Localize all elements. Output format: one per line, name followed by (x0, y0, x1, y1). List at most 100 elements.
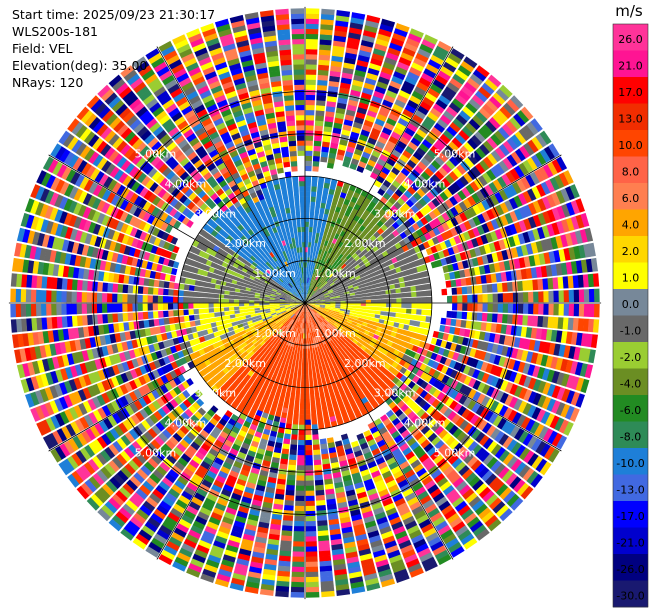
velocity-gate (415, 210, 424, 220)
velocity-gate (532, 228, 541, 241)
velocity-gate (461, 286, 468, 295)
velocity-gate (492, 179, 503, 191)
velocity-gate (259, 307, 265, 310)
velocity-gate (322, 290, 328, 294)
velocity-gate (494, 191, 504, 204)
velocity-gate (363, 319, 369, 324)
velocity-gate (315, 494, 325, 501)
velocity-gate (358, 284, 365, 289)
velocity-gate (305, 231, 309, 238)
velocity-gate (296, 383, 301, 390)
velocity-gate (295, 358, 299, 364)
velocity-gate (316, 505, 327, 512)
velocity-gate (294, 368, 298, 374)
velocity-gate (588, 349, 596, 364)
velocity-gate (565, 331, 573, 345)
velocity-gate (388, 135, 399, 145)
velocity-gate (551, 385, 561, 399)
velocity-gate (370, 303, 377, 307)
velocity-gate (448, 52, 462, 65)
velocity-gate (305, 455, 313, 461)
velocity-gate (445, 209, 455, 219)
velocity-gate (460, 85, 474, 98)
velocity-gate (315, 258, 320, 265)
velocity-gate (308, 262, 312, 268)
velocity-gate (391, 179, 401, 189)
velocity-gate (342, 273, 348, 278)
velocity-gate (316, 500, 326, 506)
velocity-gate (376, 200, 385, 209)
velocity-gate (359, 290, 366, 295)
velocity-gate (289, 398, 295, 405)
velocity-gate (400, 313, 407, 319)
velocity-gate (340, 306, 346, 310)
velocity-gate (224, 311, 230, 316)
velocity-gate (366, 277, 373, 283)
velocity-gate (442, 333, 450, 341)
velocity-gate (446, 125, 458, 137)
velocity-gate (338, 314, 344, 318)
velocity-gate (297, 373, 301, 380)
velocity-gate (563, 290, 570, 303)
velocity-gate (475, 147, 487, 159)
velocity-gate (311, 409, 317, 415)
velocity-gate (485, 274, 492, 284)
velocity-gate (307, 282, 310, 289)
velocity-gate (537, 366, 546, 380)
velocity-gate (365, 245, 373, 252)
velocity-gate (218, 311, 225, 317)
velocity-gate (305, 292, 307, 298)
velocity-gate (386, 259, 394, 266)
velocity-gate (342, 124, 352, 132)
velocity-gate (565, 232, 574, 247)
velocity-gate (322, 267, 328, 274)
velocity-gate (307, 338, 310, 344)
velocity-gate (306, 293, 309, 299)
velocity-gate (374, 287, 381, 292)
velocity-gate (452, 262, 460, 271)
velocity-gate (495, 88, 510, 102)
velocity-gate (488, 333, 496, 343)
velocity-gate (372, 321, 379, 327)
velocity-gate (309, 383, 314, 390)
velocity-gate (312, 439, 320, 446)
velocity-gate (311, 419, 318, 425)
velocity-gate (355, 308, 361, 312)
velocity-gate (441, 212, 450, 222)
velocity-gate (309, 283, 313, 289)
velocity-gate (330, 231, 336, 238)
velocity-gate (330, 254, 336, 261)
velocity-gate (311, 273, 315, 279)
velocity-gate (477, 294, 483, 303)
velocity-gate (336, 153, 344, 161)
velocity-gate (364, 312, 371, 317)
velocity-gate (335, 303, 341, 305)
velocity-gate (412, 151, 423, 161)
velocity-gate (309, 298, 315, 302)
velocity-gate (315, 287, 320, 293)
velocity-gate (326, 270, 331, 276)
velocity-gate (352, 318, 359, 323)
velocity-gate (486, 137, 498, 149)
velocity-gate (338, 247, 344, 254)
velocity-gate (374, 118, 385, 127)
velocity-gate (321, 279, 326, 285)
velocity-gate (294, 404, 300, 410)
velocity-gate (317, 222, 322, 229)
velocity-gate (345, 193, 353, 201)
velocity-gate (324, 295, 330, 298)
velocity-gate (313, 454, 321, 461)
velocity-gate (491, 252, 499, 263)
velocity-gate (476, 225, 486, 236)
velocity-gate (386, 208, 395, 217)
velocity-gate (380, 183, 389, 192)
velocity-gate (375, 249, 382, 256)
velocity-gate (291, 581, 304, 588)
velocity-gate (508, 358, 516, 370)
velocity-gate (312, 434, 319, 441)
velocity-gate (381, 166, 391, 175)
velocity-gate (317, 69, 329, 76)
velocity-gate (482, 172, 493, 184)
velocity-gate (398, 206, 407, 215)
velocity-gate (312, 373, 317, 379)
